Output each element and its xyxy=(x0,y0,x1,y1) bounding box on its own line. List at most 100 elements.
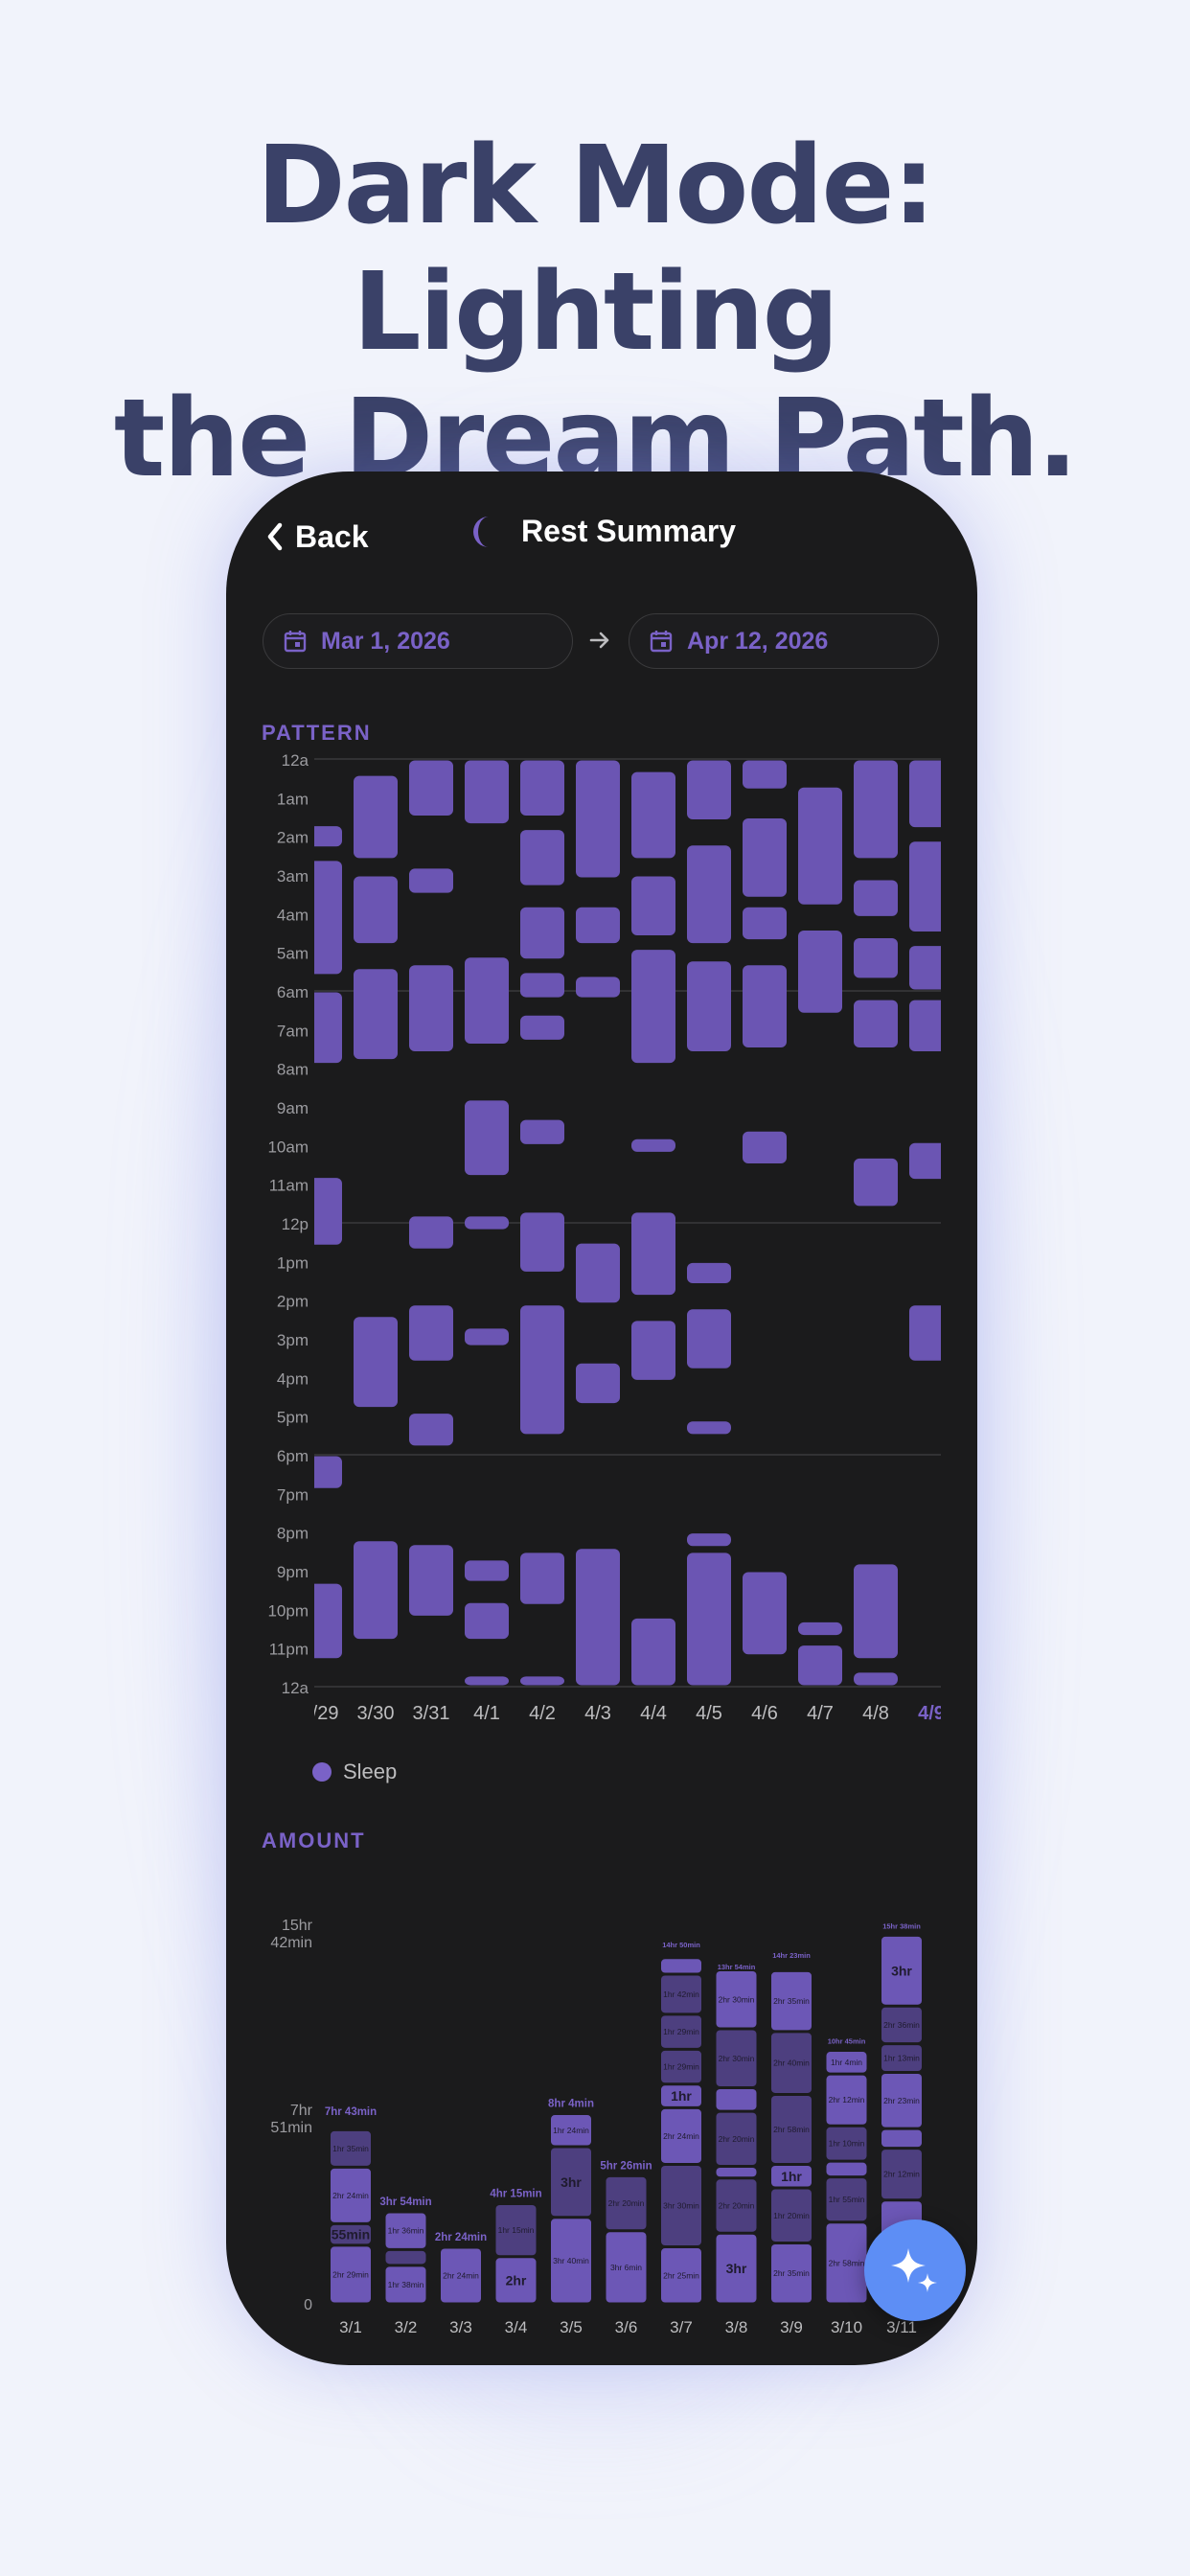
bar-segment xyxy=(716,2168,757,2177)
start-date-field[interactable]: Mar 1, 2026 xyxy=(263,613,573,669)
legend-swatch-sleep xyxy=(312,1762,332,1782)
day-label: 3/31 xyxy=(413,1703,450,1724)
bar-day-label: 3/5 xyxy=(560,2318,583,2336)
segment-label: 1hr 13min xyxy=(883,2054,920,2063)
sleep-block xyxy=(409,1305,453,1361)
day-label: 4/3 xyxy=(584,1703,611,1724)
sleep-block xyxy=(354,1317,398,1408)
bar-day-label: 3/10 xyxy=(831,2318,862,2336)
day-label: 3/29 xyxy=(302,1703,339,1724)
back-button[interactable]: Back xyxy=(264,516,369,558)
sleep-block xyxy=(687,760,731,820)
sleep-block xyxy=(687,1533,731,1547)
bar-segment xyxy=(771,2243,812,2303)
sleep-block xyxy=(687,1421,731,1435)
hour-label: 4pm xyxy=(277,1369,309,1388)
chevron-left-icon xyxy=(267,522,283,551)
sleep-block xyxy=(743,818,787,897)
segment-label: 3hr xyxy=(726,2261,747,2276)
end-date-field[interactable]: Apr 12, 2026 xyxy=(629,613,939,669)
sleep-block xyxy=(743,1572,787,1655)
bar-segment xyxy=(606,2176,647,2230)
bar-segment xyxy=(771,1971,812,2031)
sleep-block xyxy=(854,1000,898,1047)
sleep-block xyxy=(520,1676,564,1686)
sleep-block xyxy=(465,1100,509,1176)
bar-segment xyxy=(551,2148,591,2217)
amount-bars: 2hr 29min 55min 2hr 24min 1hr 35min 7hr 43mi… xyxy=(325,1921,922,2336)
day-label: 4/7 xyxy=(807,1703,834,1724)
segment-label: 2hr 35min xyxy=(773,1996,810,2006)
back-label: Back xyxy=(295,518,369,554)
sleep-block xyxy=(909,1000,941,1052)
sleep-block xyxy=(687,1552,731,1686)
hour-label: 4am xyxy=(277,906,309,924)
sleep-block xyxy=(798,1622,842,1636)
segment-label: 2hr 12min xyxy=(883,2170,920,2179)
bar-segment xyxy=(661,2050,701,2083)
bar-day-label: 3/2 xyxy=(395,2318,418,2336)
segment-label: 3hr 6min xyxy=(610,2263,642,2272)
amount-section-label: AMOUNT xyxy=(262,1828,366,1852)
arrow-right-icon xyxy=(589,632,609,649)
sleep-block xyxy=(743,760,787,789)
sleep-block xyxy=(687,845,731,944)
bar-total-label: 3hr 54min xyxy=(379,2196,431,2208)
bar-segment xyxy=(881,2129,922,2148)
segment-label: 1hr 29min xyxy=(663,2027,699,2036)
sleep-block xyxy=(854,760,898,859)
segment-label: 1hr 29min xyxy=(663,2062,699,2072)
sleep-block xyxy=(798,1645,842,1686)
segment-label: 55min xyxy=(332,2227,370,2242)
bar-segment xyxy=(495,2258,537,2303)
bar-segment xyxy=(771,2189,812,2242)
sleep-block xyxy=(631,876,675,936)
sleep-block xyxy=(743,1131,787,1163)
segment-label: 3hr 40min xyxy=(553,2256,589,2266)
hour-label: 11pm xyxy=(269,1641,309,1659)
bar-day-label: 3/8 xyxy=(725,2318,748,2336)
sleep-block xyxy=(520,830,564,886)
bar-segment xyxy=(881,2074,922,2128)
sleep-block xyxy=(687,1309,731,1368)
bar-total-label: 2hr 24min xyxy=(435,2232,487,2243)
sleep-block xyxy=(409,760,453,816)
sleep-block xyxy=(314,1178,342,1245)
bar-segment xyxy=(385,2250,426,2265)
hour-label: 1am xyxy=(277,790,309,808)
segment-label: 1hr 55min xyxy=(829,2195,865,2204)
y-tick-label: 51min xyxy=(270,2120,312,2136)
sleep-block xyxy=(520,907,564,959)
segment-label: 2hr 36min xyxy=(883,2020,920,2030)
hour-label: 5am xyxy=(277,945,309,963)
hour-label: 7pm xyxy=(277,1485,309,1504)
start-date-value: Mar 1, 2026 xyxy=(321,627,450,655)
sleep-block xyxy=(854,1672,898,1686)
sleep-block xyxy=(743,907,787,940)
bar-day-label: 3/11 xyxy=(886,2318,917,2336)
y-tick-label: 15hr xyxy=(282,1918,313,1934)
segment-label: 2hr 29min xyxy=(332,2269,369,2279)
bar-segment xyxy=(495,2204,537,2256)
bar-segment xyxy=(826,2127,867,2160)
bar-segment xyxy=(551,2219,591,2303)
sleep-block xyxy=(631,771,675,859)
bar-segment xyxy=(606,2232,647,2303)
segment-label: 1hr 20min xyxy=(773,2211,810,2220)
segment-label: 1hr xyxy=(671,2088,692,2104)
sleep-block xyxy=(354,1541,398,1640)
y-tick-label: 0 xyxy=(304,2297,312,2313)
hour-label: 10am xyxy=(267,1138,309,1156)
sleep-block xyxy=(909,1305,941,1361)
end-date-value: Apr 12, 2026 xyxy=(687,627,829,655)
bar-segment xyxy=(771,2095,812,2163)
hour-label: 6pm xyxy=(277,1447,309,1465)
bar-segment xyxy=(826,2075,867,2125)
segment-label: 2hr 30min xyxy=(719,2054,755,2063)
segment-label: 1hr 36min xyxy=(388,2226,424,2236)
sleep-block xyxy=(576,760,620,878)
bar-total-label: 13hr 54min xyxy=(718,1963,756,1971)
bar-segment xyxy=(551,2115,591,2146)
ai-insights-button[interactable] xyxy=(864,2220,966,2321)
segment-label: 1hr 35min xyxy=(332,2144,369,2153)
